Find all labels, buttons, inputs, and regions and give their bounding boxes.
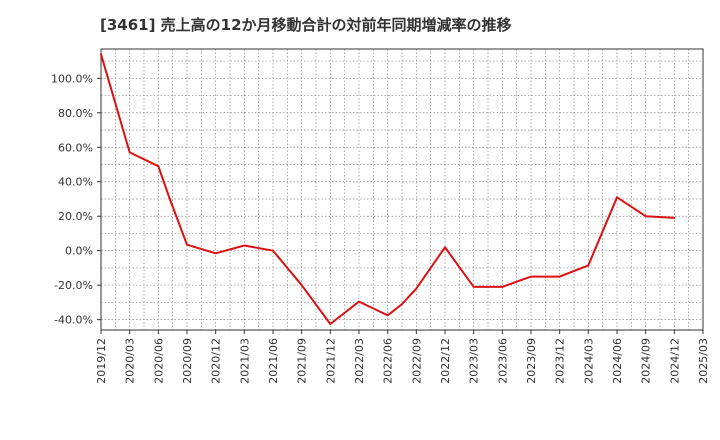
x-tick-label: 2021/03 [238, 338, 251, 384]
gridlines [100, 49, 704, 330]
x-tick-label: 2023/06 [496, 338, 509, 384]
chart-title: [3461] 売上高の12か月移動合計の対前年同期増減率の推移 [100, 16, 512, 34]
y-tick-label: 100.0% [51, 72, 93, 85]
x-tick-label: 2020/09 [181, 338, 194, 384]
x-tick-label: 2020/06 [152, 338, 165, 384]
series-line [100, 53, 676, 325]
y-tick-label: -20.0% [54, 279, 93, 292]
x-tick-label: 2025/03 [697, 338, 710, 384]
y-tick-label: 0.0% [65, 245, 93, 258]
x-tick-label: 2022/06 [382, 338, 395, 384]
x-tick-label: 2022/09 [410, 338, 423, 384]
x-tick-label: 2019/12 [95, 338, 108, 384]
x-tick-label: 2022/03 [353, 338, 366, 384]
y-tick-label: 60.0% [58, 141, 93, 154]
x-tick-label: 2021/12 [324, 338, 337, 384]
x-tick-label: 2024/12 [668, 338, 681, 384]
y-tick-label: 40.0% [58, 176, 93, 189]
x-tick-label: 2020/12 [210, 338, 223, 384]
x-axis: 2019/12 2020/03 2020/06 2020/09 2020/12 2021/… [95, 330, 710, 384]
y-axis: -40.0% -20.0% 0.0% 20.0% 40.0% 60.0% 80.0% 100.… [51, 72, 101, 327]
plot-area [100, 48, 704, 331]
series [100, 53, 676, 325]
x-tick-label: 2021/06 [267, 338, 280, 384]
y-tick-label: -40.0% [54, 314, 93, 327]
x-tick-label: 2023/03 [468, 338, 481, 384]
x-tick-label: 2023/09 [525, 338, 538, 384]
y-tick-label: 80.0% [58, 107, 93, 120]
x-tick-label: 2024/03 [582, 338, 595, 384]
x-tick-label: 2023/12 [554, 338, 567, 384]
x-tick-label: 2020/03 [124, 338, 137, 384]
x-tick-label: 2024/06 [611, 338, 624, 384]
x-tick-label: 2021/09 [296, 338, 309, 384]
y-tick-label: 20.0% [58, 210, 93, 223]
x-tick-label: 2024/09 [640, 338, 653, 384]
x-tick-label: 2022/12 [439, 338, 452, 384]
